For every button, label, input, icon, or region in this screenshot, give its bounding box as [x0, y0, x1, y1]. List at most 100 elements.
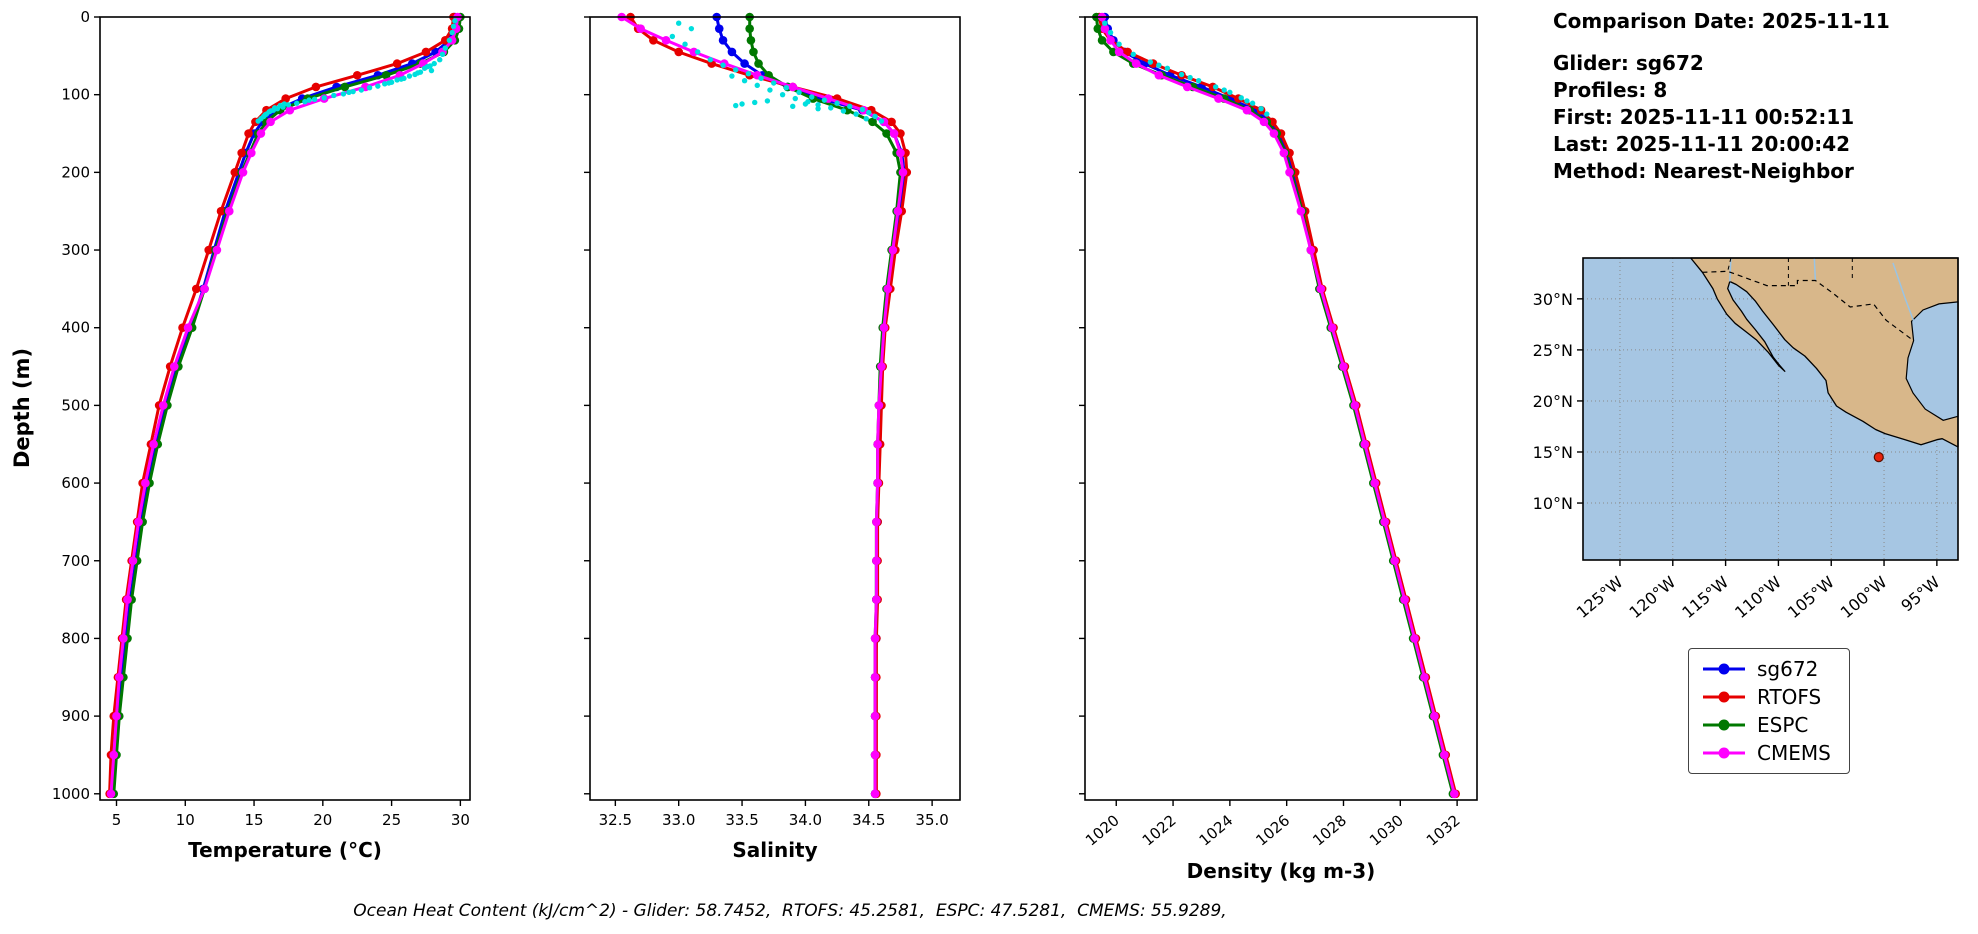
svg-text:100°W: 100°W — [1837, 572, 1891, 622]
density-series-CMEMS — [1097, 12, 1459, 799]
legend-marker-sg672 — [1703, 663, 1745, 675]
map-land — [1690, 257, 1959, 448]
svg-text:1032: 1032 — [1423, 811, 1464, 849]
svg-text:1000: 1000 — [52, 785, 90, 803]
density-axes-box — [1084, 16, 1478, 801]
temperature-axis-label: Temperature (°C) — [188, 838, 382, 862]
map-rivers — [1729, 257, 1915, 322]
svg-text:1026: 1026 — [1252, 811, 1293, 849]
map-state-borders — [1727, 257, 1853, 286]
temperature-axes-box — [99, 16, 471, 801]
legend-item-CMEMS: CMEMS — [1701, 741, 1831, 765]
svg-text:20°N: 20°N — [1533, 392, 1573, 411]
svg-text:0: 0 — [80, 8, 90, 26]
map-gulf-of-mexico — [1905, 301, 1959, 421]
salinity-x-ticks: 32.5 33.0 33.5 34.0 34.5 35.0 — [599, 800, 949, 829]
svg-text:15°N: 15°N — [1533, 443, 1573, 462]
depth-axis-label: Depth (m) — [10, 347, 34, 469]
svg-text:25°N: 25°N — [1533, 341, 1573, 360]
svg-text:500: 500 — [61, 396, 90, 414]
glider-name-text: Glider: sg672 — [1553, 51, 1704, 75]
svg-text:300: 300 — [61, 241, 90, 259]
legend-label: sg672 — [1757, 657, 1819, 681]
map-lat-ticks: 30°N 25°N 20°N 15°N 10°N — [1533, 290, 1583, 513]
CMEMS-line — [620, 15, 905, 794]
temperature-plot-svg: 5 10 15 20 25 3001002003004005006007008009001… — [52, 8, 471, 862]
svg-text:33.5: 33.5 — [725, 811, 758, 829]
density-axis-label: Density (kg m-3) — [1187, 859, 1376, 883]
temperature-glider-raw-points — [255, 18, 458, 124]
svg-text:10°N: 10°N — [1533, 494, 1573, 513]
svg-text:33.0: 33.0 — [662, 811, 695, 829]
temperature-profile-panel: 5 10 15 20 25 30 0 100 200 300 400 500 600 700 800 900 1… — [45, 5, 482, 900]
legend-item-RTOFS: RTOFS — [1701, 685, 1831, 709]
svg-text:30°N: 30°N — [1533, 290, 1573, 309]
profiles-count-text: Profiles: 8 — [1553, 78, 1668, 102]
legend-marker-RTOFS — [1703, 691, 1745, 703]
map-frame — [1582, 257, 1959, 561]
svg-text:15: 15 — [245, 811, 264, 829]
svg-text:1028: 1028 — [1309, 811, 1350, 849]
legend-marker-CMEMS — [1703, 747, 1745, 759]
svg-text:125°W: 125°W — [1573, 572, 1627, 622]
comparison-date-text: Comparison Date: 2025-11-11 — [1553, 9, 1890, 33]
svg-text:700: 700 — [61, 552, 90, 570]
salinity-plot-svg: 32.5 33.0 33.5 34.0 34.5 35.0 Salinity — [584, 12, 961, 862]
location-map: 30°N 25°N 20°N 15°N 10°N 125°W 120°W 115°W 110°W… — [1513, 250, 1966, 640]
svg-text:32.5: 32.5 — [599, 811, 632, 829]
svg-text:120°W: 120°W — [1626, 572, 1680, 622]
svg-text:30: 30 — [451, 811, 470, 829]
legend-label: CMEMS — [1757, 741, 1831, 765]
svg-text:200: 200 — [61, 163, 90, 181]
legend-item-sg672: sg672 — [1701, 657, 1831, 681]
info-spacer — [1553, 35, 1890, 50]
svg-text:1030: 1030 — [1366, 811, 1407, 849]
last-profile-time-text: Last: 2025-11-11 20:00:42 — [1553, 132, 1851, 156]
svg-text:1022: 1022 — [1139, 811, 1180, 849]
density-x-ticks: 1020 1022 1024 1026 1028 1030 1032 — [1082, 800, 1464, 850]
ohc-footer-text: Ocean Heat Content (kJ/cm^2) - Glider: 5… — [353, 901, 1227, 921]
svg-text:34.5: 34.5 — [852, 811, 885, 829]
svg-text:400: 400 — [61, 319, 90, 337]
method-text: Method: Nearest-Neighbor — [1553, 159, 1854, 183]
legend-label: RTOFS — [1757, 685, 1822, 709]
svg-text:800: 800 — [61, 629, 90, 647]
temperature-series-RTOFS — [105, 12, 458, 799]
legend-label: ESPC — [1757, 713, 1809, 737]
svg-text:25: 25 — [382, 811, 401, 829]
density-glider-raw-points — [1102, 20, 1270, 117]
salinity-series-CMEMS — [617, 12, 908, 799]
salinity-axes-box — [589, 16, 961, 801]
svg-text:1020: 1020 — [1082, 811, 1123, 849]
svg-text:5: 5 — [112, 811, 122, 829]
RTOFS-line — [629, 16, 909, 794]
first-profile-time-text: First: 2025-11-11 00:52:11 — [1553, 105, 1855, 129]
salinity-series-RTOFS — [626, 12, 912, 799]
density-plot-svg: 1020 1022 1024 1026 1028 1030 1032 Density (kg … — [1079, 12, 1478, 883]
temperature-x-ticks: 5 10 15 20 25 30 — [112, 800, 470, 829]
map-country-border — [1702, 270, 1914, 342]
svg-text:95°W: 95°W — [1897, 572, 1943, 615]
svg-text:900: 900 — [61, 707, 90, 725]
glider-location-marker — [1873, 451, 1884, 463]
svg-text:100: 100 — [61, 86, 90, 104]
svg-text:1024: 1024 — [1196, 811, 1237, 849]
svg-text:600: 600 — [61, 474, 90, 492]
legend-marker-ESPC — [1703, 719, 1745, 731]
legend-item-ESPC: ESPC — [1701, 713, 1831, 737]
temperature-series-CMEMS — [106, 12, 462, 799]
svg-text:115°W: 115°W — [1678, 572, 1732, 622]
salinity-profile-panel: 32.5 33.0 33.5 34.0 34.5 35.0 Salinity — [578, 5, 972, 900]
svg-text:35.0: 35.0 — [915, 811, 948, 829]
salinity-glider-raw-points — [669, 20, 885, 124]
svg-text:34.0: 34.0 — [789, 811, 822, 829]
salinity-axis-label: Salinity — [732, 838, 817, 862]
density-profile-panel: 1020 1022 1024 1026 1028 1030 1032 Density (kg … — [1073, 5, 1489, 900]
map-svg: 30°N 25°N 20°N 15°N 10°N 125°W120°W115°W110°W… — [1533, 257, 1959, 622]
temperature-y-ticks: 0 100 200 300 400 500 600 700 800 900 1000 — [52, 8, 100, 803]
legend: sg672 RTOFS ESPC CMEMS — [1688, 648, 1850, 774]
svg-text:105°W: 105°W — [1784, 572, 1838, 622]
svg-text:20: 20 — [313, 811, 332, 829]
